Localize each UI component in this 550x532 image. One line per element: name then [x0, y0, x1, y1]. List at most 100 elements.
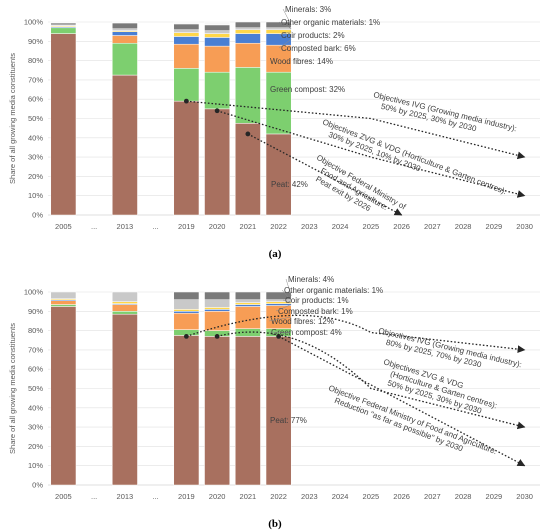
bar-minerals-2020: [204, 291, 230, 300]
y-tick-label: 90%: [28, 37, 43, 46]
y-tick-label: 80%: [28, 56, 43, 65]
bar-peat-2021: [235, 123, 261, 216]
bar-green-compost-2013: [112, 311, 138, 315]
bar-green-compost-2013: [112, 42, 138, 76]
bar-peat-2021: [235, 336, 261, 486]
bar-minerals-2005: [50, 22, 77, 26]
objective-arrow: [186, 100, 526, 160]
leader-line: [282, 299, 292, 303]
leader-line: [268, 331, 292, 333]
bar-composted-bark-2019: [173, 311, 200, 314]
x-tick-label: 2026: [393, 222, 410, 231]
bar-minerals-2013: [112, 22, 138, 30]
bar-green-compost-2005: [50, 27, 77, 34]
bar-wood-fibres-2021: [235, 42, 261, 68]
bar-coir-products-2019: [173, 32, 200, 37]
bar-remainder-2005: [50, 21, 77, 24]
bar-composted-bark-2019: [173, 36, 200, 45]
bar-peat-2005: [50, 306, 77, 486]
segment-label-wood-fibres: Wood fibres: 12%: [271, 317, 334, 326]
bar-minerals-2019: [173, 23, 200, 30]
bar-wood-fibres-2021: [235, 306, 261, 329]
x-tick-label: ...: [152, 222, 158, 231]
y-tick-label: 0%: [32, 481, 43, 490]
y-tick-label: 70%: [28, 345, 43, 354]
objective-arrow: [278, 335, 526, 467]
x-tick-label: ...: [91, 492, 97, 501]
segment-label-minerals: Minerals: 3%: [285, 5, 331, 14]
bar-composted-bark-2013: [112, 31, 138, 36]
bar-other-organic-materials-2005: [50, 291, 77, 300]
leader-line: [278, 21, 292, 29]
panel-caption: (a): [269, 248, 282, 260]
bar-peat-2013: [112, 74, 138, 216]
x-tick-label: ...: [152, 492, 158, 501]
panel-caption: (b): [268, 518, 282, 530]
leader-line: [278, 31, 292, 36]
x-tick-label: 2029: [486, 222, 503, 231]
bar-composted-bark-2021: [235, 33, 261, 44]
bar-other-organic-materials-2013: [112, 291, 138, 302]
leader-line: [278, 39, 292, 49]
bars: [50, 21, 292, 216]
panel-b: 0% 10% 20% 30% 40% 50% 60% 70% 80% 90% 100% Share o…: [8, 275, 540, 530]
x-tick-label: 2025: [363, 222, 380, 231]
y-tick-label: 0%: [32, 211, 43, 220]
bar-remainder-2013: [112, 21, 138, 24]
x-tick-label: 2019: [178, 492, 195, 501]
bar-other-organic-materials-2020: [204, 30, 230, 34]
x-tick-label: 2021: [240, 222, 257, 231]
bar-peat-2022: [265, 336, 292, 486]
segment-label-peat: Peat: 42%: [271, 180, 308, 189]
segment-label-peat: Peat: 77%: [270, 416, 307, 425]
y-tick-label: 60%: [28, 95, 43, 104]
bar-other-organic-materials-2020: [204, 299, 230, 308]
leader-line: [285, 278, 292, 296]
bar-peat-2013: [112, 313, 138, 486]
leader-line: [275, 304, 292, 312]
bar-peat-2020: [204, 336, 230, 486]
bar-wood-fibres-2020: [204, 311, 230, 331]
objective-label: Objective Federal Ministry ofFood and Ag…: [306, 153, 408, 228]
y-tick-label: 10%: [28, 191, 43, 200]
y-tick-label: 70%: [28, 75, 43, 84]
bar-coir-products-2021: [235, 29, 261, 34]
y-axis-label: Share of all growing media constituents: [8, 323, 17, 454]
bar-wood-fibres-2013: [112, 304, 138, 312]
x-tick-label: 2021: [240, 492, 257, 501]
bar-wood-fibres-2019: [173, 43, 200, 69]
bar-minerals-2019: [173, 291, 200, 300]
x-tick-label: 2029: [486, 492, 503, 501]
bar-coir-products-2021: [235, 302, 261, 305]
bar-other-organic-materials-2022: [265, 27, 292, 30]
bar-green-compost-2019: [173, 68, 200, 102]
bar-minerals-2021: [235, 21, 261, 29]
y-tick-label: 40%: [28, 403, 43, 412]
bar-peat-2022: [265, 133, 292, 216]
bar-peat-2019: [173, 100, 200, 216]
x-tick-label: 2030: [516, 222, 533, 231]
bar-other-organic-materials-2019: [173, 29, 200, 33]
segment-label-coir-products: Coir products: 1%: [285, 296, 349, 305]
bar-composted-bark-2020: [204, 37, 230, 47]
bar-minerals-2020: [204, 24, 230, 31]
bar-coir-products-2020: [204, 307, 230, 310]
y-tick-label: 50%: [28, 114, 43, 123]
bar-green-compost-2005: [50, 304, 77, 307]
bar-wood-fibres-2019: [173, 312, 200, 330]
segment-label-wood-fibres: Wood fibres: 14%: [270, 57, 333, 66]
x-tick-label: 2022: [270, 222, 287, 231]
bar-composted-bark-2021: [235, 304, 261, 307]
bar-green-compost-2022: [265, 71, 292, 135]
y-tick-label: 20%: [28, 442, 43, 451]
bar-wood-fibres-2013: [112, 35, 138, 44]
bar-peat-2005: [50, 33, 77, 216]
bar-other-organic-materials-2021: [235, 299, 261, 303]
segment-label-green-compost: Green compost: 32%: [270, 85, 345, 94]
x-tick-label: 2025: [363, 492, 380, 501]
segment-label-coir-products: Coir products: 2%: [281, 31, 345, 40]
x-tick-label: 2028: [455, 222, 472, 231]
y-tick-label: 60%: [28, 365, 43, 374]
x-tick-label: ...: [91, 222, 97, 231]
